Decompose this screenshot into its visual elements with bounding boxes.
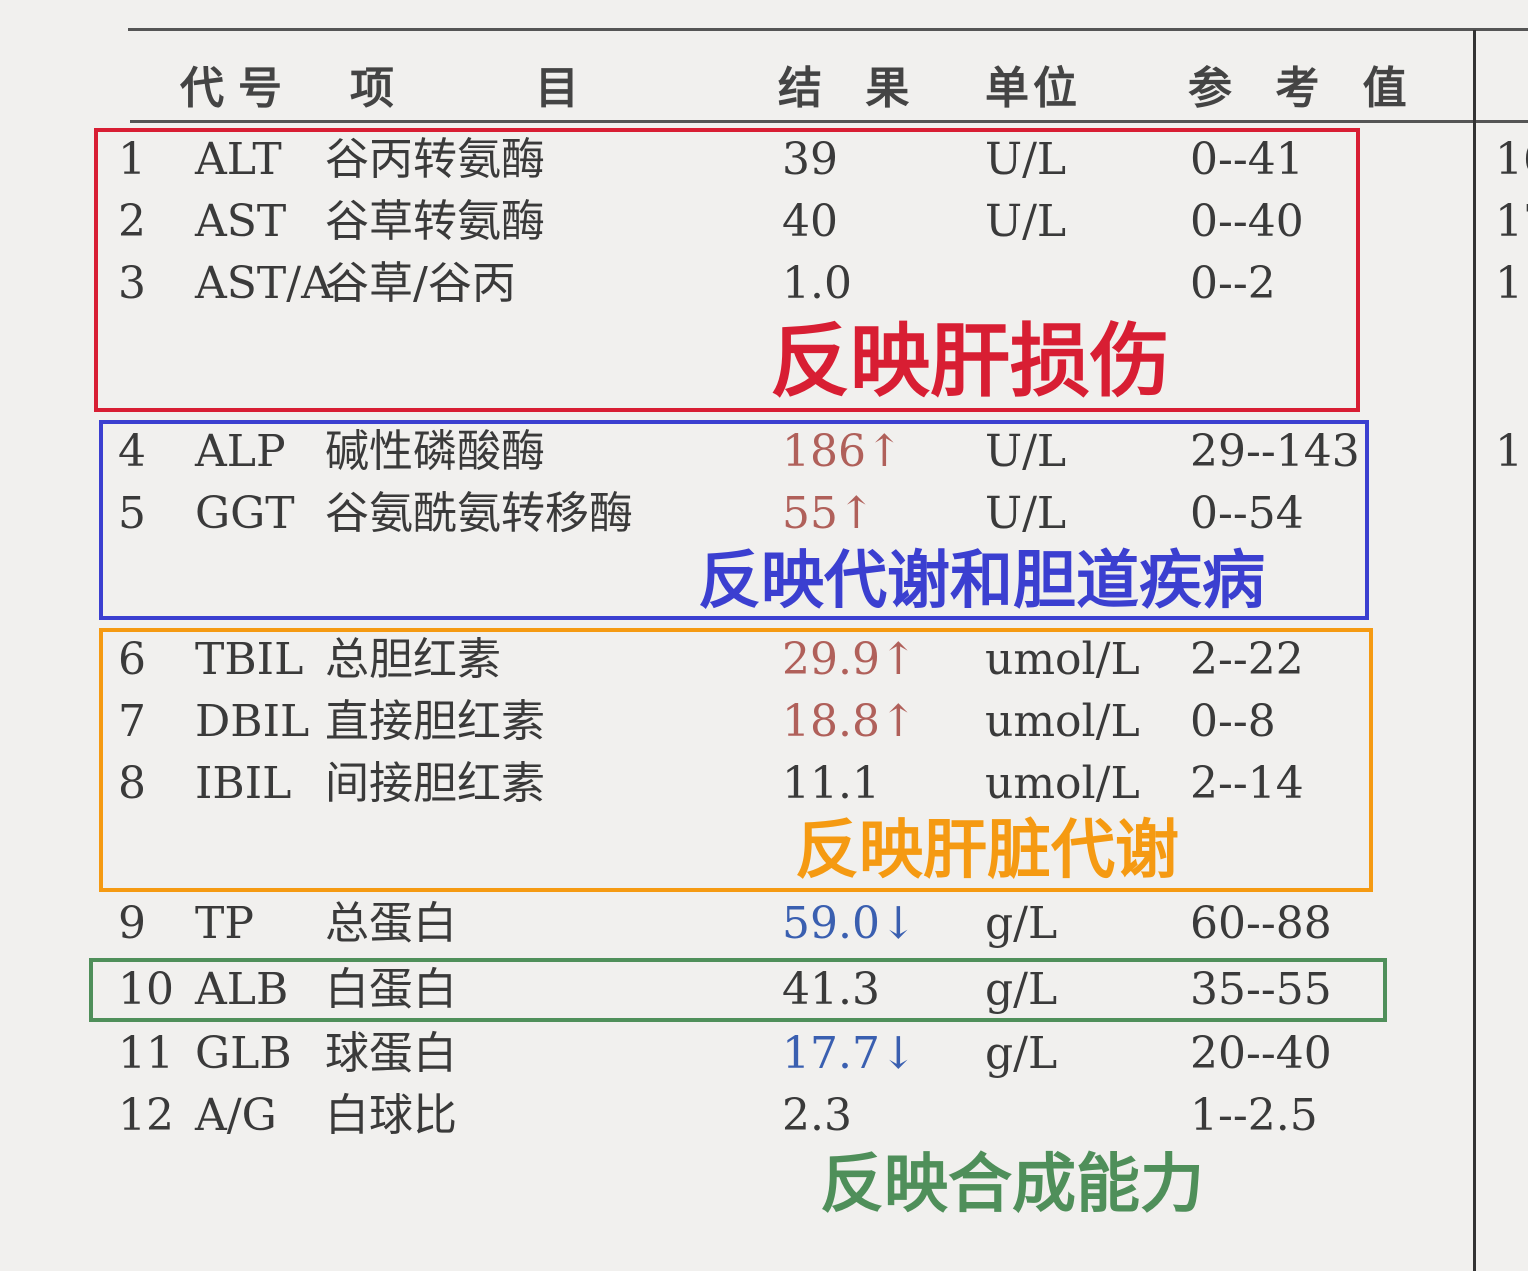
row-code: ALT <box>195 134 282 185</box>
row-code: A/G <box>195 1090 277 1141</box>
row-unit: U/L <box>985 488 1067 539</box>
row-code: ALB <box>195 964 289 1015</box>
header-unit: 单位 <box>985 63 1081 114</box>
annotation-box-synthesis <box>89 958 1387 1022</box>
row-ref: 0--54 <box>1190 488 1304 539</box>
annotation-metabolism-biliary: 反映代谢和胆道疾病 <box>698 544 1265 617</box>
row-name: 谷草/谷丙 <box>325 258 516 309</box>
header-result: 结 果 <box>778 63 924 114</box>
row-unit: g/L <box>985 1028 1058 1079</box>
row-number: 12 <box>118 1090 174 1141</box>
row-ref: 0--2 <box>1190 258 1276 309</box>
row-result: 40 <box>782 196 838 247</box>
row-ref: 20--40 <box>1190 1028 1332 1079</box>
row-ref: 0--40 <box>1190 196 1304 247</box>
row-next-column: 1 <box>1495 426 1523 477</box>
row-ref: 1--2.5 <box>1190 1090 1318 1141</box>
row-unit: U/L <box>985 426 1067 477</box>
column-divider <box>1473 30 1476 1271</box>
row-ref: 60--88 <box>1190 898 1332 949</box>
row-ref: 29--143 <box>1190 426 1360 477</box>
row-next-column: 16 <box>1495 134 1528 185</box>
header-ref: 参 考 值 <box>1188 63 1421 114</box>
row-result: 18.8↑ <box>782 696 917 747</box>
row-name: 间接胆红素 <box>325 758 545 809</box>
annotation-box-liver-injury <box>94 128 1360 412</box>
row-number: 9 <box>118 898 146 949</box>
row-name: 白球比 <box>325 1090 457 1141</box>
row-number: 11 <box>118 1028 174 1079</box>
row-code: TBIL <box>195 634 304 685</box>
row-ref: 35--55 <box>1190 964 1332 1015</box>
row-name: 谷氨酰氨转移酶 <box>325 488 633 539</box>
row-result: 29.9↑ <box>782 634 917 685</box>
annotation-synthesis: 反映合成能力 <box>820 1148 1204 1222</box>
top-rule <box>128 28 1528 31</box>
row-number: 8 <box>118 758 146 809</box>
row-ref: 0--41 <box>1190 134 1304 185</box>
row-code: AST <box>195 196 287 247</box>
row-name: 白蛋白 <box>325 964 457 1015</box>
row-next-column: 17 <box>1495 196 1528 247</box>
row-code: GLB <box>195 1028 292 1079</box>
row-code: IBIL <box>195 758 292 809</box>
row-result: 41.3 <box>782 964 880 1015</box>
header-item-b: 目 <box>535 63 593 114</box>
row-unit: umol/L <box>985 758 1140 809</box>
row-number: 3 <box>118 258 146 309</box>
annotation-box-metabolism-biliary <box>99 420 1369 620</box>
row-name: 谷草转氨酶 <box>325 196 545 247</box>
row-number: 10 <box>118 964 174 1015</box>
row-name: 总胆红素 <box>325 634 501 685</box>
row-code: GGT <box>195 488 295 539</box>
row-ref: 0--8 <box>1190 696 1276 747</box>
row-name: 球蛋白 <box>325 1028 457 1079</box>
row-result: 59.0↓ <box>782 898 917 949</box>
row-code: TP <box>195 898 254 949</box>
row-result: 186↑ <box>782 426 903 477</box>
row-unit: umol/L <box>985 696 1140 747</box>
row-name: 直接胆红素 <box>325 696 545 747</box>
row-unit: g/L <box>985 898 1058 949</box>
header-item-a: 项 <box>350 63 408 114</box>
row-result: 39 <box>782 134 838 185</box>
row-name: 谷丙转氨酶 <box>325 134 545 185</box>
header-rule <box>130 120 1528 123</box>
row-name: 碱性磷酸酶 <box>325 426 545 477</box>
row-number: 6 <box>118 634 146 685</box>
row-unit: umol/L <box>985 634 1140 685</box>
row-result: 17.7↓ <box>782 1028 917 1079</box>
row-unit: U/L <box>985 196 1067 247</box>
row-number: 5 <box>118 488 146 539</box>
row-number: 4 <box>118 426 146 477</box>
row-code: AST/A <box>195 258 333 309</box>
row-result: 11.1 <box>782 758 880 809</box>
row-unit: U/L <box>985 134 1067 185</box>
row-number: 2 <box>118 196 146 247</box>
annotation-liver-injury: 反映肝损伤 <box>770 315 1170 408</box>
row-code: ALP <box>195 426 286 477</box>
row-result: 55↑ <box>782 488 875 539</box>
row-ref: 2--14 <box>1190 758 1304 809</box>
annotation-box-liver-metabolism <box>99 628 1373 892</box>
row-unit: g/L <box>985 964 1058 1015</box>
row-number: 1 <box>118 134 146 185</box>
row-ref: 2--22 <box>1190 634 1304 685</box>
annotation-liver-metabolism: 反映肝脏代谢 <box>795 814 1179 888</box>
row-code: DBIL <box>195 696 310 747</box>
row-number: 7 <box>118 696 146 747</box>
row-name: 总蛋白 <box>325 898 457 949</box>
header-code: 代号 <box>180 63 296 114</box>
row-result: 1.0 <box>782 258 852 309</box>
row-result: 2.3 <box>782 1090 852 1141</box>
row-next-column: 1 <box>1495 258 1523 309</box>
